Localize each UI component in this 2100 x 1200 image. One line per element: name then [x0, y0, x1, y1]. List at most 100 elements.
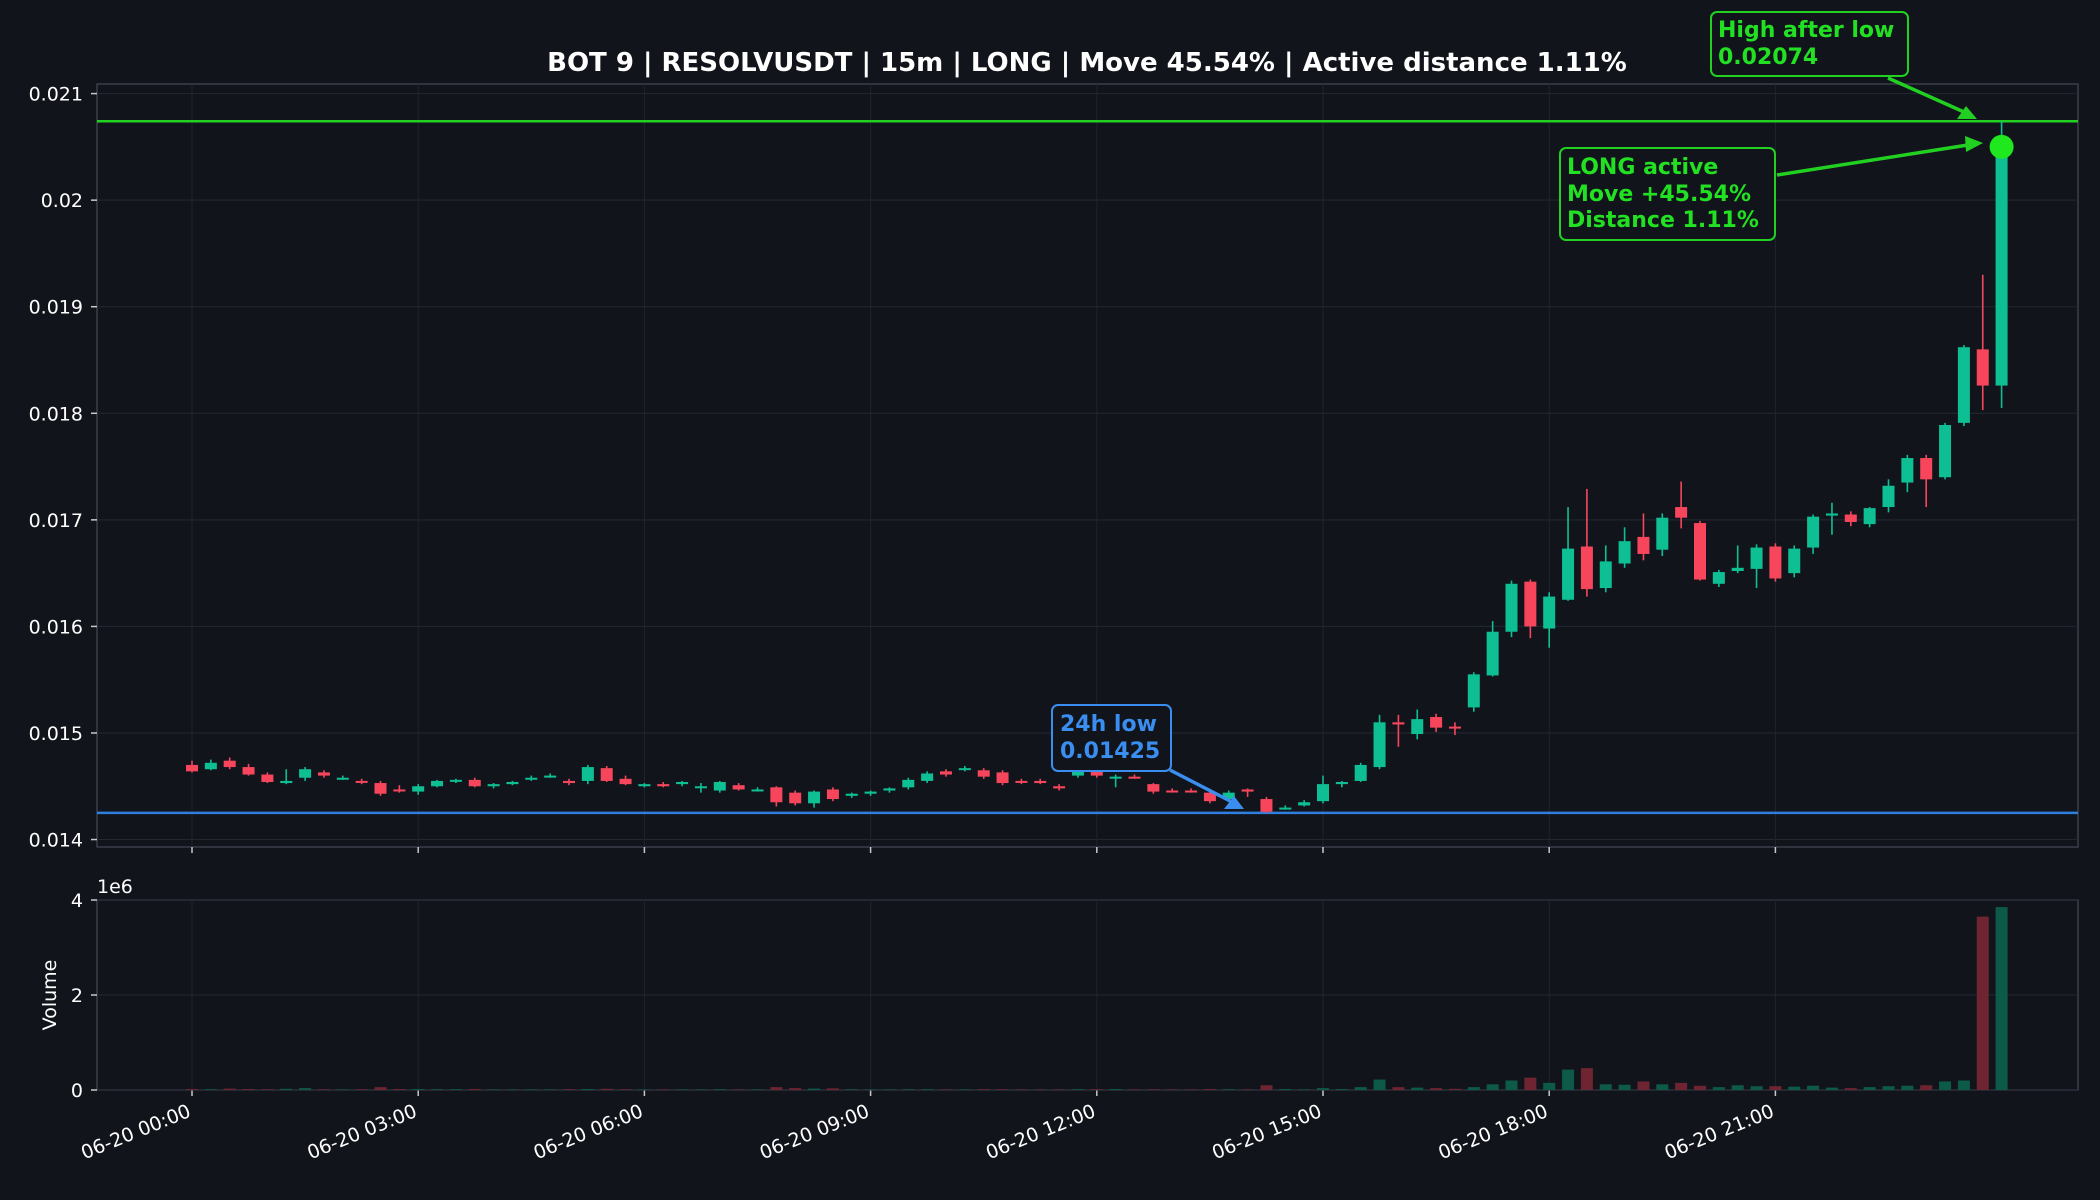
active-annotation: LONG active Move +45.54% Distance 1.11%: [1559, 136, 1983, 241]
volume-bar: [544, 1089, 557, 1091]
candle-body-down: [317, 772, 330, 776]
volume-bar: [1901, 1085, 1914, 1090]
candle-body-down: [1090, 770, 1103, 776]
volume-bar: [186, 1089, 198, 1090]
candle-body-down: [1260, 799, 1273, 812]
candle-body-down: [1637, 536, 1650, 554]
volume-bar: [1071, 1089, 1084, 1090]
volume-bar: [1090, 1089, 1103, 1090]
volume-bar: [1807, 1085, 1820, 1090]
candle-body-down: [1203, 792, 1216, 802]
volume-axis-label: Volume: [39, 960, 61, 1031]
volume-bar: [393, 1089, 406, 1090]
candle-body-up: [902, 779, 915, 788]
volume-bar: [789, 1088, 802, 1090]
price-tick-label: 0.021: [29, 84, 83, 106]
candle-body-down: [1185, 790, 1198, 793]
volume-tick-label: 2: [71, 985, 83, 1007]
volume-bar: [902, 1089, 915, 1090]
candle-body-up: [676, 781, 689, 785]
volume-scale-label: 1e6: [97, 876, 133, 898]
candle-body-down: [732, 785, 745, 790]
x-axis-labels: 06-20 00:00 06-20 03:00 06-20 06:00 06-20 0…: [78, 1100, 1777, 1164]
candle-body-up: [1298, 802, 1311, 806]
candle-body-up: [581, 767, 594, 781]
volume-bar: [1844, 1088, 1857, 1090]
candle-body-up: [1807, 516, 1820, 548]
x-tick-label: 06-20 00:00: [78, 1100, 194, 1164]
candle-body-down: [657, 784, 670, 787]
candle-body-down: [789, 792, 802, 804]
x-tick-label: 06-20 15:00: [1209, 1100, 1325, 1164]
active-annotation-distance: Distance 1.11%: [1567, 208, 1759, 233]
volume-bar: [619, 1089, 632, 1090]
candle-body-up: [1486, 631, 1499, 676]
volume-bar: [751, 1089, 764, 1091]
volume-bar: [317, 1089, 330, 1090]
candle-body-up: [1712, 572, 1725, 584]
candle-body-down: [223, 760, 236, 768]
volume-bar: [280, 1088, 293, 1090]
candle-body-up: [751, 789, 764, 792]
volume-bar: [374, 1087, 387, 1090]
volume-bar: [1731, 1085, 1744, 1090]
volume-bar: [412, 1089, 425, 1090]
volume-bar: [1222, 1089, 1235, 1090]
candle-body-down: [355, 780, 368, 783]
candle-body-down: [600, 768, 613, 781]
candle-body-down: [1844, 514, 1857, 522]
candle-body-up: [449, 779, 462, 782]
volume-bar: [732, 1089, 745, 1091]
volume-bar: [1580, 1068, 1593, 1090]
volume-bar: [1373, 1079, 1386, 1090]
volume-bar: [1599, 1084, 1612, 1090]
high-annotation-value: 0.02074: [1718, 45, 1818, 70]
candle-body-down: [1128, 776, 1141, 779]
candle-body-up: [544, 775, 557, 778]
volume-bar: [1712, 1087, 1725, 1090]
volume-bar: [1939, 1081, 1952, 1090]
candle-body-up: [1317, 784, 1329, 802]
volume-bar: [1788, 1086, 1801, 1090]
volume-bar: [694, 1089, 707, 1091]
candle-body-up: [1901, 458, 1914, 483]
volume-bar: [1750, 1086, 1763, 1090]
candle-body-down: [1430, 716, 1443, 728]
volume-bar: [299, 1088, 312, 1090]
candle-body-up: [1373, 722, 1386, 768]
low-annotation-label: 24h low: [1060, 712, 1157, 737]
volume-bar: [1637, 1081, 1650, 1090]
candle-body-down: [468, 779, 481, 787]
candle-body-up: [1599, 561, 1612, 589]
candle-body-up: [1109, 776, 1122, 779]
price-tick-label: 0.015: [29, 723, 83, 745]
candle-body-down: [1524, 581, 1537, 627]
volume-bar: [525, 1089, 538, 1091]
volume-bar: [676, 1089, 689, 1091]
candle-body-up: [845, 793, 858, 796]
volume-bar: [1769, 1086, 1782, 1090]
candle-body-down: [393, 789, 406, 792]
volume-bar: [1015, 1089, 1028, 1091]
volume-bar: [1203, 1089, 1216, 1090]
volume-bar: [1147, 1089, 1160, 1090]
candle-body-down: [242, 767, 255, 775]
candle-body-up: [487, 784, 500, 787]
volume-bar: [770, 1087, 783, 1090]
volume-bar: [1166, 1089, 1179, 1091]
candle-body-up: [1222, 792, 1235, 800]
candle-body-down: [1920, 458, 1933, 480]
volume-bar: [468, 1089, 481, 1090]
volume-bar: [581, 1089, 594, 1090]
candle-body-up: [1788, 548, 1801, 574]
volume-bar: [638, 1089, 651, 1091]
candle-body-up: [1882, 485, 1895, 508]
candle-body-up: [883, 788, 896, 791]
volume-bar: [1920, 1085, 1933, 1090]
volume-bar: [1335, 1089, 1348, 1090]
candle-body-down: [1580, 546, 1593, 590]
volume-bar: [921, 1089, 934, 1090]
candle-body-up: [1731, 567, 1744, 571]
volume-bar: [883, 1089, 896, 1091]
